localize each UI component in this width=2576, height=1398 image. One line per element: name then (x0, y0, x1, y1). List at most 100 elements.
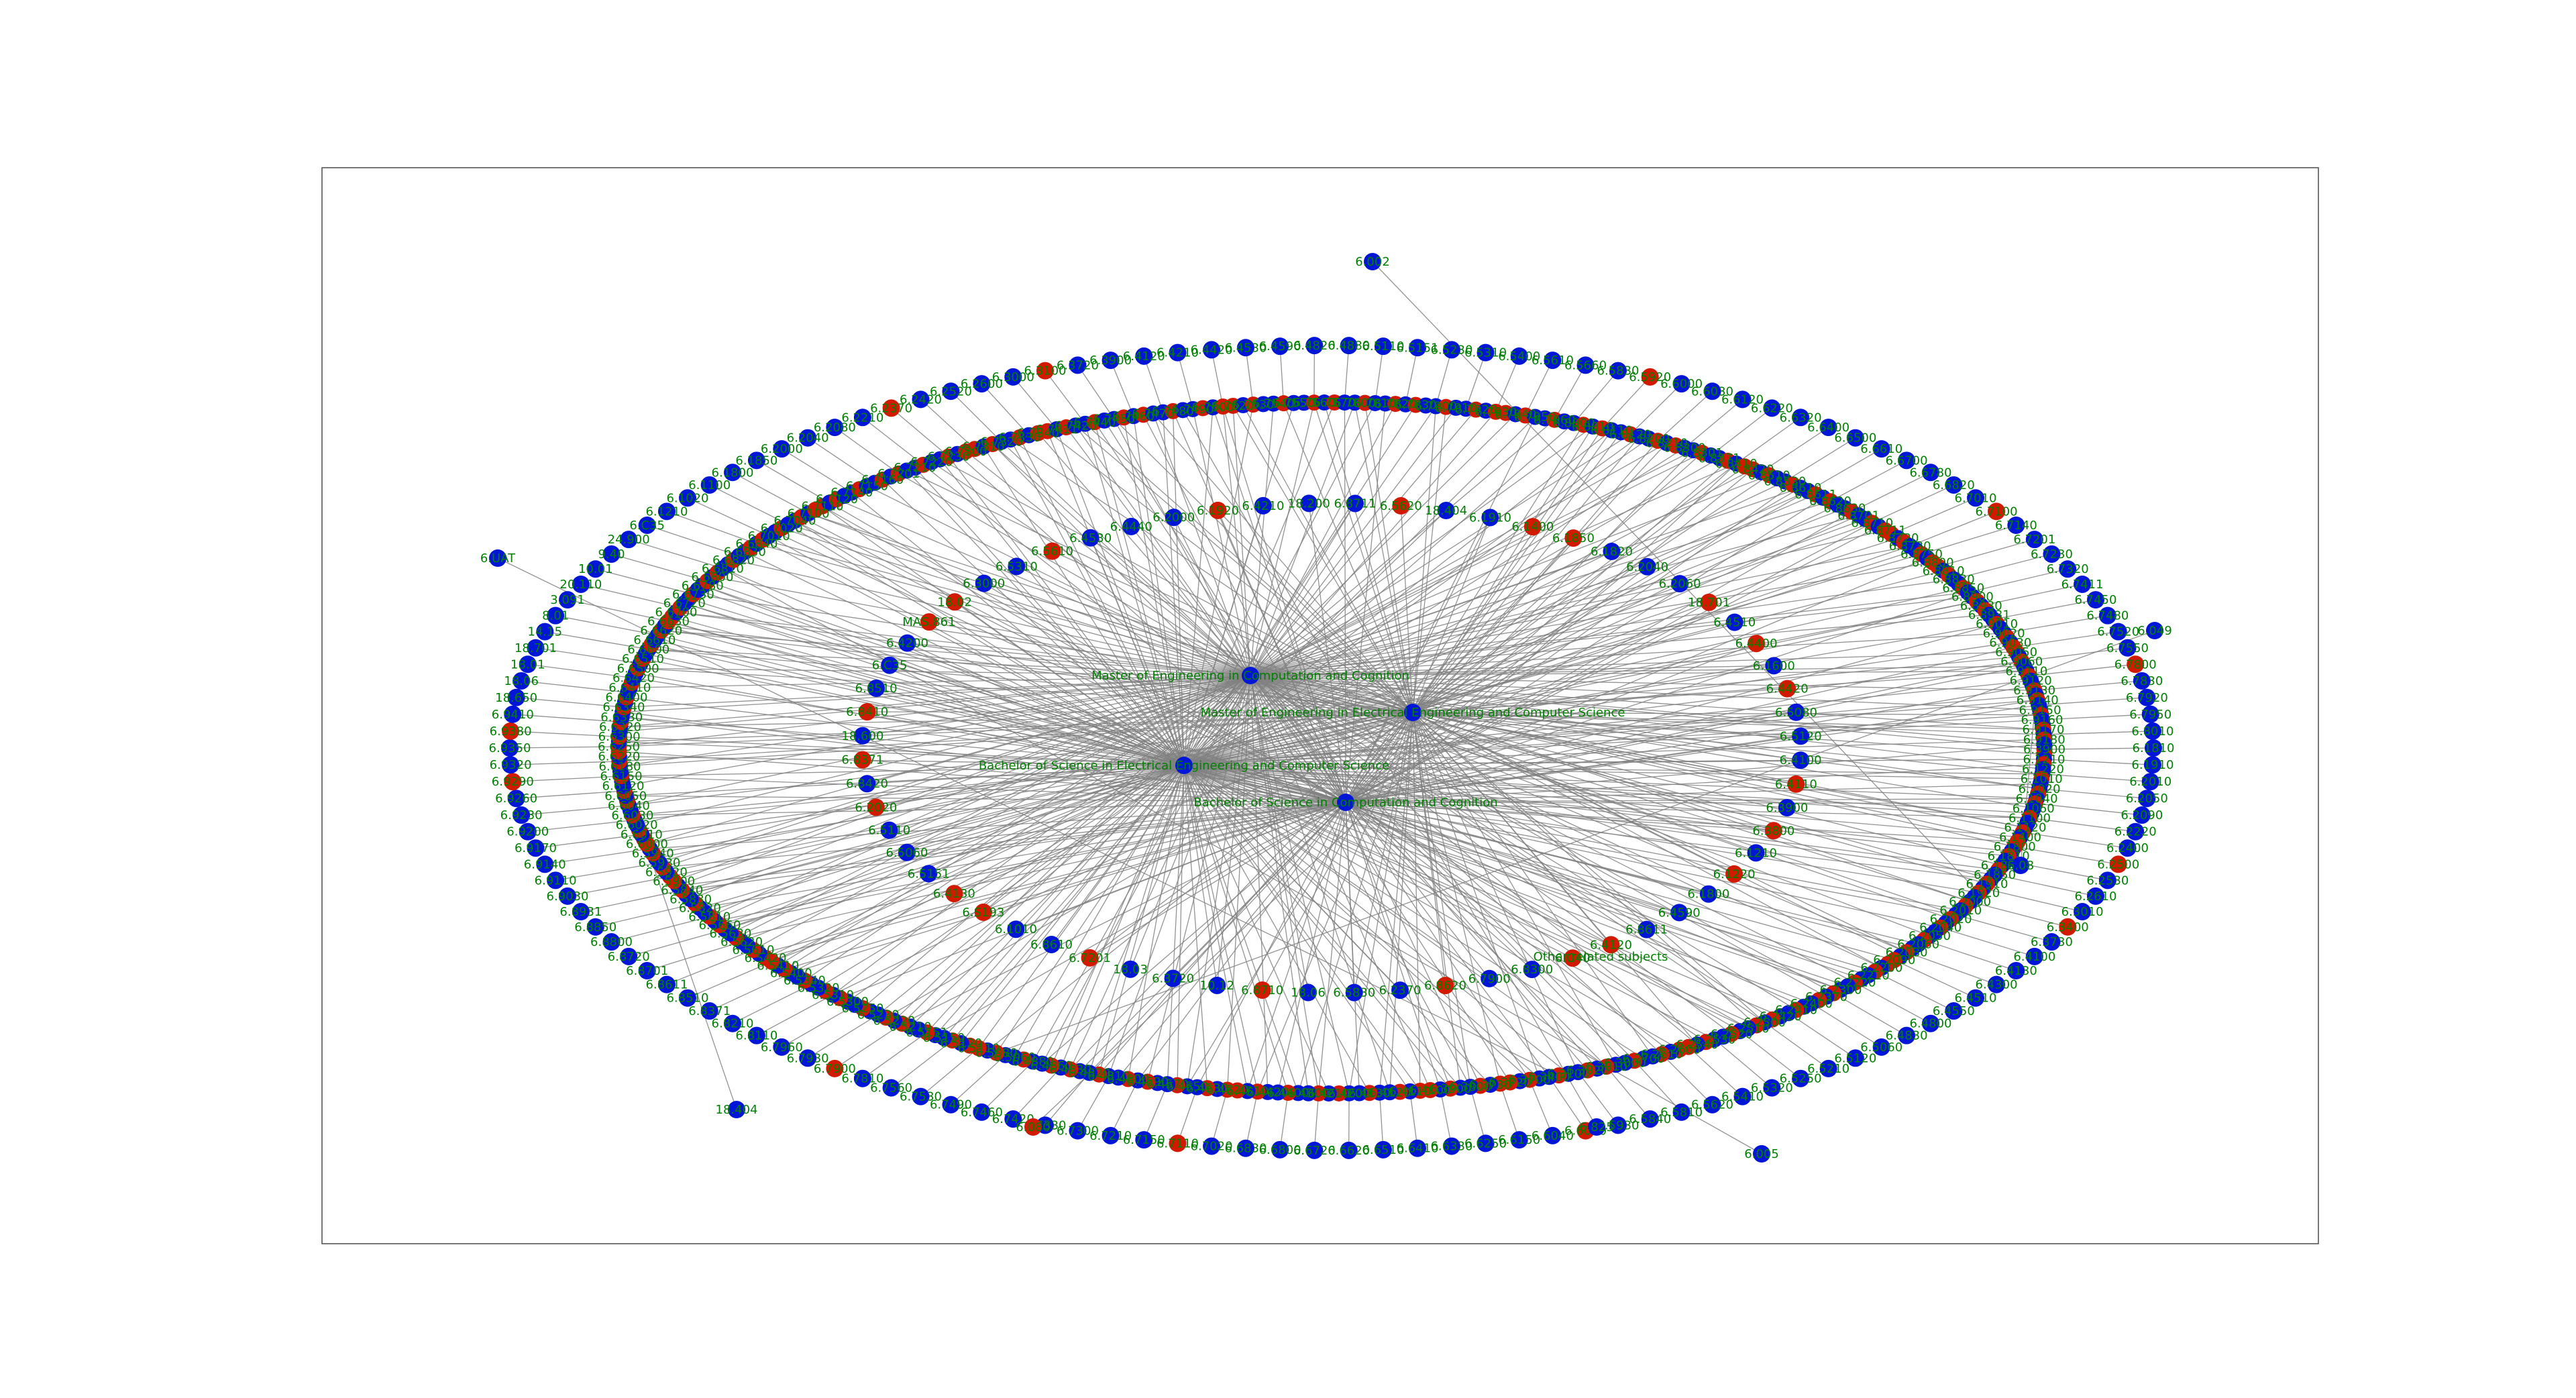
outer-node[interactable] (502, 722, 520, 740)
outlier-node[interactable] (2146, 622, 2163, 639)
inner-node[interactable] (1787, 703, 1805, 721)
outer-node[interactable] (1069, 356, 1087, 374)
inner-node[interactable] (1208, 976, 1226, 994)
inner-node[interactable] (1437, 502, 1455, 520)
outer-node[interactable] (799, 1049, 817, 1067)
outer-node[interactable] (700, 1002, 718, 1020)
outlier-node[interactable] (1024, 1118, 1042, 1136)
outer-node[interactable] (1102, 1126, 1120, 1144)
outer-node[interactable] (657, 502, 676, 521)
outer-node[interactable] (1988, 975, 2006, 993)
outer-node[interactable] (1340, 1141, 1358, 1159)
inner-node[interactable] (858, 775, 876, 793)
outer-node[interactable] (507, 688, 525, 706)
hub-node-meng-cs[interactable] (1242, 667, 1259, 684)
outer-node[interactable] (620, 531, 638, 549)
outer-node[interactable] (536, 855, 554, 873)
outer-node[interactable] (678, 489, 696, 507)
hub-node-bs-cs[interactable] (1337, 794, 1354, 811)
outer-node[interactable] (1409, 1139, 1427, 1157)
outer-node[interactable] (519, 822, 537, 841)
outer-node[interactable] (602, 545, 621, 563)
inner-node[interactable] (880, 821, 898, 839)
outer-node[interactable] (2138, 688, 2156, 706)
outer-node[interactable] (1609, 362, 1627, 380)
outer-node[interactable] (773, 1038, 791, 1056)
outer-node[interactable] (1819, 1059, 1837, 1077)
outer-node[interactable] (2086, 591, 2104, 609)
outlier-node[interactable] (1364, 253, 1381, 270)
outer-node[interactable] (586, 560, 604, 578)
outer-node[interactable] (547, 871, 565, 890)
outer-node[interactable] (572, 575, 590, 593)
inner-node[interactable] (1523, 961, 1541, 979)
inner-node[interactable] (1008, 557, 1026, 576)
outer-node[interactable] (1792, 1069, 1810, 1087)
outer-node[interactable] (1609, 1116, 1627, 1134)
outer-node[interactable] (527, 639, 545, 657)
outer-node[interactable] (2074, 903, 2092, 921)
outer-node[interactable] (2109, 623, 2127, 641)
outer-node[interactable] (2098, 606, 2116, 625)
hub-node-meng-eecs[interactable] (1404, 704, 1421, 721)
hub-node-bs-eecs[interactable] (1175, 757, 1193, 774)
outer-node[interactable] (2043, 545, 2061, 563)
outer-node[interactable] (1069, 1122, 1087, 1140)
outer-node[interactable] (513, 806, 531, 824)
outer-node[interactable] (1102, 352, 1120, 370)
outer-node[interactable] (2141, 705, 2159, 723)
inner-node[interactable] (1392, 496, 1410, 515)
inner-node[interactable] (881, 656, 899, 674)
outer-node[interactable] (1945, 1002, 1963, 1020)
outer-node[interactable] (973, 375, 991, 393)
outer-node[interactable] (1036, 362, 1054, 380)
outer-node[interactable] (912, 390, 930, 409)
outer-node[interactable] (678, 989, 696, 1007)
outlier-node[interactable] (489, 549, 506, 567)
inner-node[interactable] (1670, 904, 1688, 922)
outer-node[interactable] (2143, 756, 2161, 774)
outer-node[interactable] (1203, 1137, 1221, 1155)
inner-node[interactable] (1523, 518, 1542, 536)
outer-node[interactable] (942, 382, 960, 400)
inner-node[interactable] (920, 613, 938, 631)
outer-node[interactable] (1004, 368, 1022, 386)
inner-node[interactable] (1700, 593, 1718, 611)
inner-node[interactable] (1747, 844, 1765, 862)
outer-node[interactable] (504, 773, 522, 791)
outer-node[interactable] (724, 1014, 742, 1032)
inner-node[interactable] (1671, 575, 1689, 593)
inner-node[interactable] (867, 798, 885, 816)
outer-node[interactable] (620, 947, 638, 965)
outer-node[interactable] (882, 399, 900, 417)
outer-node[interactable] (1340, 337, 1358, 355)
outlier-node[interactable] (728, 1101, 745, 1118)
outer-node[interactable] (2143, 722, 2161, 740)
outer-node[interactable] (1236, 1139, 1254, 1157)
inner-node[interactable] (1602, 936, 1620, 954)
outer-node[interactable] (638, 516, 656, 534)
inner-node[interactable] (1081, 949, 1099, 967)
inner-node[interactable] (1603, 543, 1621, 561)
inner-node[interactable] (1787, 775, 1805, 793)
inner-node[interactable] (1209, 501, 1227, 519)
inner-node[interactable] (1638, 557, 1656, 576)
inner-node[interactable] (853, 727, 871, 745)
inner-node[interactable] (1007, 920, 1025, 938)
outer-node[interactable] (1510, 347, 1528, 365)
inner-node[interactable] (1345, 983, 1363, 1002)
outer-node[interactable] (1733, 1087, 1752, 1106)
outer-node[interactable] (773, 440, 791, 458)
inner-node[interactable] (1165, 508, 1183, 527)
outer-node[interactable] (1374, 1140, 1392, 1159)
outer-node[interactable] (2118, 639, 2137, 657)
outer-node[interactable] (853, 409, 871, 427)
outer-node[interactable] (2133, 806, 2151, 824)
outer-node[interactable] (1510, 1131, 1528, 1149)
outer-node[interactable] (1271, 337, 1289, 356)
outer-node[interactable] (1967, 989, 1985, 1007)
outer-node[interactable] (1945, 476, 1963, 494)
outer-node[interactable] (882, 1079, 900, 1097)
inner-node[interactable] (1778, 799, 1796, 817)
inner-node[interactable] (1748, 635, 1766, 653)
